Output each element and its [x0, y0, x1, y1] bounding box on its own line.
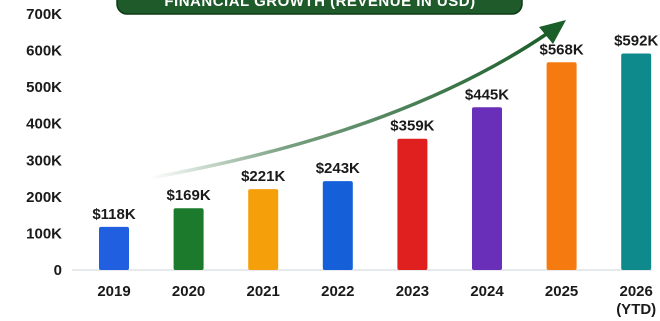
data-label-2024: $445K	[465, 86, 509, 103]
y-tick-label: 300K	[26, 152, 62, 169]
bar-2020	[173, 208, 204, 270]
bars-group: $118K $169K $221K $243K $359K $445K $568K $592K	[92, 32, 658, 270]
y-tick-label: 400K	[26, 116, 62, 133]
x-tick-label: 2025	[545, 283, 578, 300]
y-tick-label: 600K	[26, 43, 62, 60]
bar-2024	[472, 107, 502, 270]
data-label-2020: $169K	[166, 187, 210, 204]
x-tick-label: 2023	[396, 283, 429, 300]
data-label-2026: $592K	[614, 32, 658, 49]
bar-2022	[322, 181, 353, 270]
data-label-2021: $221K	[241, 168, 285, 185]
trend-arrow-head-icon	[539, 20, 566, 44]
x-tick-label: 2022	[321, 283, 354, 300]
x-tick-label: 2026	[620, 283, 653, 300]
x-tick-label: 2024	[470, 283, 504, 300]
data-label-2019: $118K	[92, 206, 136, 223]
y-tick-label: 100K	[26, 225, 62, 242]
data-label-2023: $359K	[390, 118, 434, 135]
x-axis: 2019 2020 2021 2022 2023 2024 2025 2026(YTD)	[97, 283, 656, 318]
title-banner-background	[116, 0, 523, 15]
y-tick-label: 200K	[26, 189, 62, 206]
y-tick-label: 500K	[26, 79, 62, 96]
x-tick-label: 2019	[97, 283, 130, 300]
chart-title-banner: FINANCIAL GROWTH (REVENUE IN USD)	[116, 0, 523, 15]
bar-2023	[397, 138, 428, 270]
x-tick-sublabel: (YTD)	[616, 301, 656, 318]
bar-2026	[621, 53, 652, 270]
bar-2019	[99, 226, 129, 270]
chart-title: FINANCIAL GROWTH (REVENUE IN USD)	[164, 0, 475, 10]
y-axis: 0 100K 200K 300K 400K 500K 600K 700K	[26, 6, 62, 279]
x-tick-label: 2020	[172, 283, 205, 300]
bar-2025	[546, 62, 577, 270]
trend-arrow-line	[148, 31, 550, 180]
data-label-2025: $568K	[539, 41, 583, 58]
y-tick-label: 0	[54, 262, 62, 279]
data-label-2022: $243K	[316, 160, 360, 177]
x-tick-label: 2021	[247, 283, 280, 300]
bar-2021	[248, 189, 279, 270]
y-tick-label: 700K	[26, 6, 62, 23]
